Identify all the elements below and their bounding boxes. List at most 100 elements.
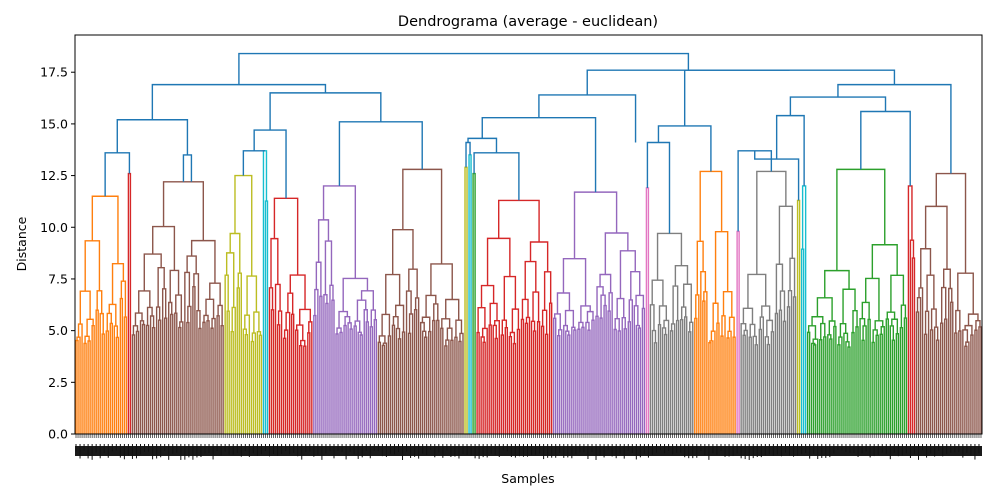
cluster-link bbox=[819, 339, 823, 434]
cluster-link bbox=[504, 327, 509, 434]
cluster-link bbox=[313, 314, 317, 434]
cluster-link bbox=[557, 335, 561, 434]
cluster-link bbox=[962, 329, 969, 434]
cluster-link bbox=[303, 345, 307, 434]
cluster-link bbox=[521, 298, 529, 320]
cluster-link bbox=[827, 334, 832, 434]
cluster-link bbox=[445, 298, 460, 321]
cluster-link bbox=[929, 329, 934, 434]
cluster-link bbox=[754, 344, 758, 434]
cluster-link bbox=[127, 172, 132, 434]
cluster-link bbox=[661, 327, 667, 434]
y-tick-label: 0.0 bbox=[48, 427, 68, 442]
cluster-link bbox=[800, 248, 805, 434]
cluster-link bbox=[770, 331, 775, 434]
cluster-link bbox=[607, 310, 611, 434]
cluster-link bbox=[251, 332, 257, 434]
cluster-link bbox=[700, 270, 707, 434]
cluster-link bbox=[674, 265, 689, 287]
cluster-link bbox=[851, 331, 855, 434]
cluster-link bbox=[476, 331, 480, 434]
cluster-link bbox=[392, 315, 399, 329]
cluster-link bbox=[139, 320, 145, 434]
cluster-link bbox=[703, 291, 708, 434]
cluster-link bbox=[146, 306, 153, 326]
y-tick-label: 17.5 bbox=[40, 65, 68, 80]
cluster-link bbox=[580, 305, 591, 323]
cluster-link bbox=[689, 321, 694, 434]
cluster-link bbox=[930, 308, 937, 330]
cluster-link bbox=[75, 339, 79, 434]
cluster-link bbox=[641, 307, 646, 434]
cluster-link bbox=[91, 325, 95, 434]
y-tick-label: 10.0 bbox=[40, 220, 68, 235]
cluster-link bbox=[573, 329, 577, 434]
cluster-link bbox=[236, 287, 240, 434]
cluster-link bbox=[578, 321, 584, 330]
cluster-link bbox=[459, 332, 464, 434]
merge-link bbox=[338, 121, 423, 186]
cluster-link bbox=[162, 181, 205, 241]
cluster-link bbox=[295, 329, 299, 434]
cluster-link bbox=[637, 327, 642, 434]
cluster-link bbox=[702, 300, 706, 434]
cluster-link bbox=[684, 316, 688, 434]
cluster-link bbox=[978, 326, 982, 434]
cluster-link bbox=[871, 341, 875, 434]
cluster-link bbox=[694, 317, 698, 434]
cluster-link bbox=[759, 316, 765, 434]
cluster-link bbox=[651, 279, 664, 306]
cluster-link bbox=[970, 334, 974, 434]
cluster-link bbox=[246, 275, 258, 316]
cluster-link bbox=[563, 324, 568, 434]
cluster-link bbox=[209, 282, 221, 306]
cluster-link bbox=[430, 263, 453, 300]
merge-link bbox=[473, 152, 520, 201]
cluster-link bbox=[839, 322, 847, 338]
cluster-link bbox=[264, 200, 269, 434]
merge-link bbox=[646, 141, 671, 234]
cluster-link bbox=[812, 338, 819, 434]
cluster-link bbox=[276, 324, 281, 434]
cluster-link bbox=[727, 330, 732, 434]
cluster-link bbox=[509, 331, 516, 344]
cluster-link bbox=[696, 240, 704, 295]
cluster-link bbox=[627, 321, 631, 434]
y-tick-label: 7.5 bbox=[48, 271, 68, 286]
cluster-link bbox=[915, 311, 920, 434]
chart-title: Dendrograma (average - euclidean) bbox=[398, 14, 658, 30]
cluster-link bbox=[608, 292, 613, 434]
cluster-link bbox=[397, 338, 402, 434]
cluster-link bbox=[244, 334, 249, 434]
x-axis-label: Samples bbox=[501, 471, 554, 486]
cluster-link bbox=[775, 263, 784, 314]
cluster-link bbox=[151, 327, 156, 434]
cluster-link bbox=[600, 294, 606, 319]
merge-link bbox=[182, 154, 193, 182]
cluster-link bbox=[617, 330, 621, 434]
cluster-link bbox=[954, 332, 958, 434]
cluster-link bbox=[530, 320, 536, 434]
cluster-link bbox=[190, 239, 216, 284]
cluster-link bbox=[886, 311, 896, 320]
cluster-link bbox=[290, 313, 295, 434]
cluster-link bbox=[347, 322, 352, 434]
cluster-link bbox=[152, 225, 176, 271]
cluster-link bbox=[405, 290, 412, 434]
cluster-link bbox=[816, 297, 833, 321]
cluster-link bbox=[774, 312, 779, 434]
cluster-link bbox=[482, 341, 486, 434]
cluster-link bbox=[315, 261, 322, 297]
cluster-link bbox=[468, 154, 472, 434]
cluster-link bbox=[541, 309, 548, 335]
cluster-link bbox=[813, 344, 817, 434]
cluster-link bbox=[324, 240, 333, 295]
cluster-link bbox=[319, 295, 323, 434]
cluster-link bbox=[796, 199, 801, 434]
cluster-link bbox=[847, 346, 851, 434]
cluster-link bbox=[343, 324, 347, 434]
cluster-link bbox=[669, 330, 674, 434]
cluster-link bbox=[170, 313, 174, 434]
cluster-link bbox=[558, 329, 563, 434]
cluster-link bbox=[532, 291, 540, 322]
